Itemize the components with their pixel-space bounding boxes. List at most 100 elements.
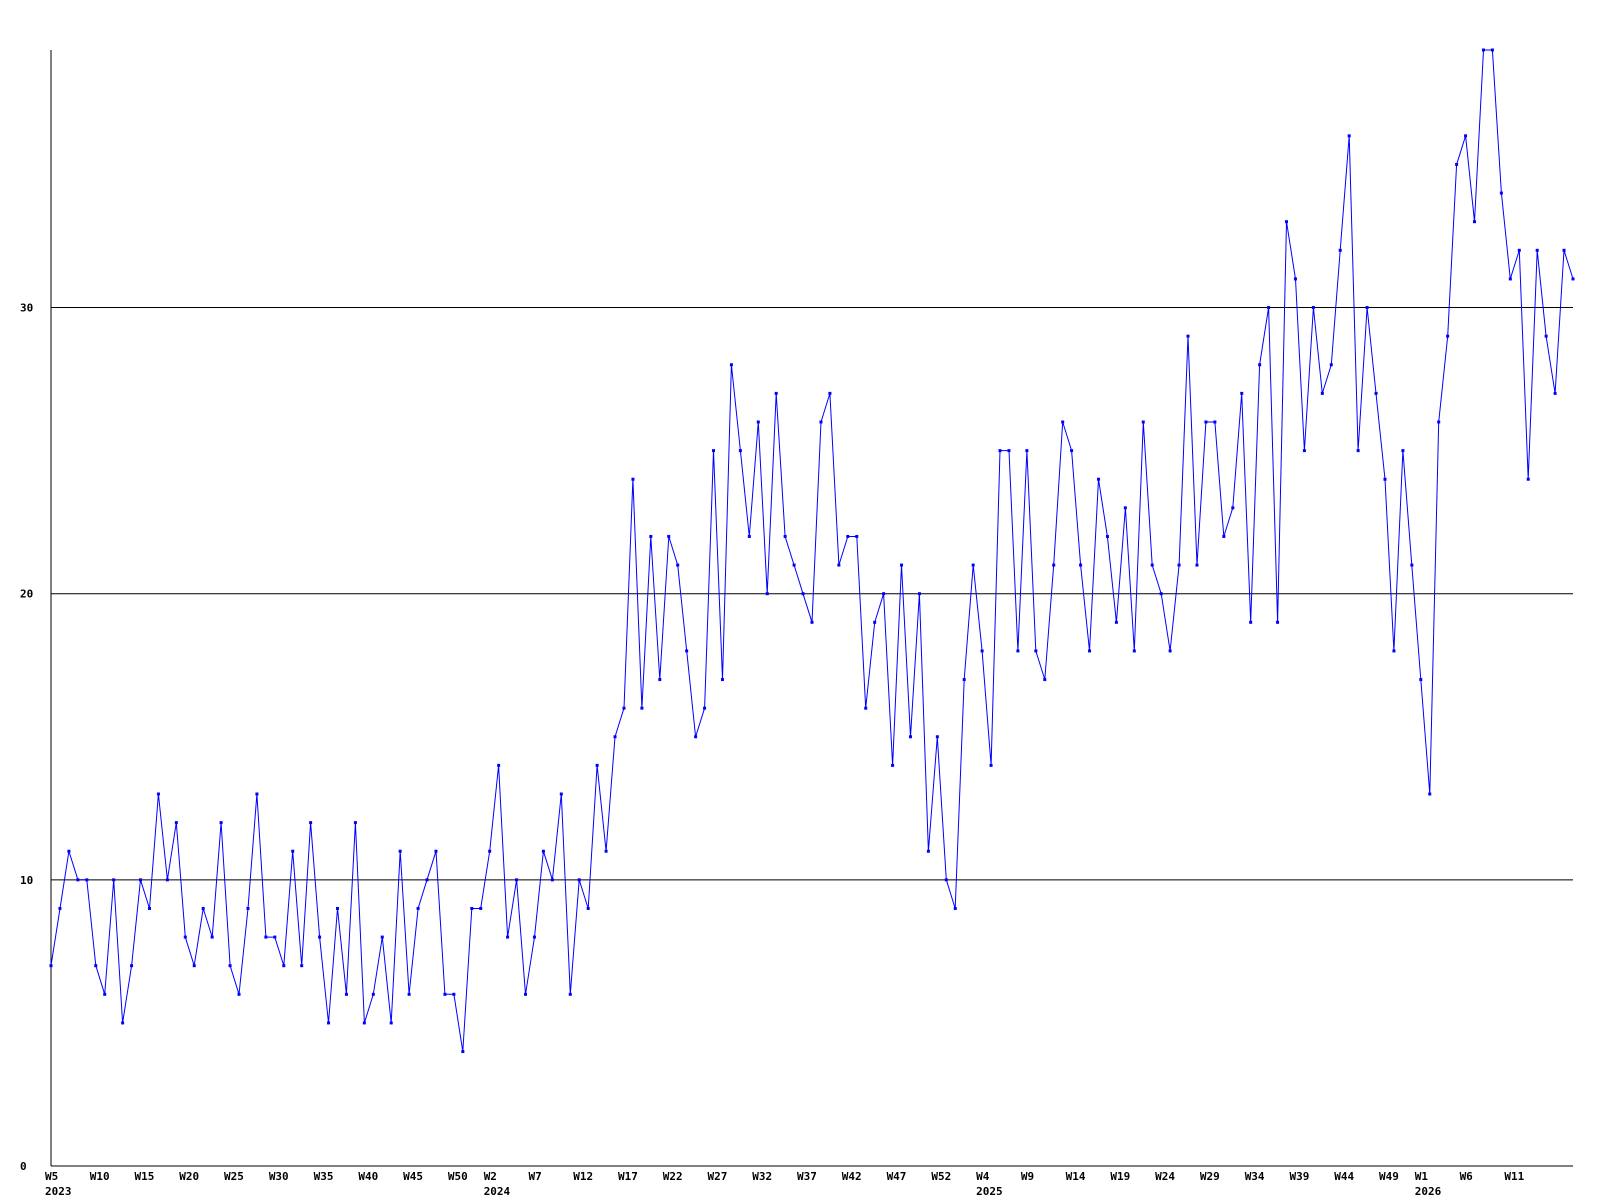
y-tick-label: 20 xyxy=(20,588,33,601)
data-point xyxy=(792,563,796,567)
data-point xyxy=(1249,620,1253,624)
data-point xyxy=(1114,620,1118,624)
x-tick-label: W32 xyxy=(752,1170,772,1183)
x-tick-label: W44 xyxy=(1334,1170,1354,1183)
x-tick-label: W14 xyxy=(1066,1170,1086,1183)
data-point xyxy=(183,935,187,939)
data-point xyxy=(192,964,196,968)
data-point xyxy=(541,849,545,853)
data-point xyxy=(515,878,519,882)
data-point xyxy=(58,906,62,910)
x-tick-label: W34 xyxy=(1245,1170,1265,1183)
x-tick-label: W11 xyxy=(1504,1170,1524,1183)
data-point xyxy=(783,534,787,538)
data-point xyxy=(1132,649,1136,653)
data-point xyxy=(219,821,223,825)
data-point xyxy=(1043,678,1047,682)
data-point xyxy=(1392,649,1396,653)
data-point xyxy=(1061,420,1065,424)
data-point xyxy=(1347,134,1351,138)
data-point xyxy=(201,906,205,910)
data-point xyxy=(524,992,528,996)
data-point xyxy=(497,763,501,767)
data-point xyxy=(595,763,599,767)
y-tick-label: 30 xyxy=(20,302,33,315)
data-point xyxy=(1034,649,1038,653)
x-tick-label: W10 xyxy=(90,1170,110,1183)
data-point xyxy=(774,391,778,395)
data-point xyxy=(147,906,151,910)
data-point xyxy=(1025,449,1029,453)
data-point xyxy=(1338,248,1342,252)
x-tick-label: W39 xyxy=(1289,1170,1309,1183)
data-point xyxy=(891,763,895,767)
x-tick-label: W20 xyxy=(179,1170,199,1183)
data-point xyxy=(631,477,635,481)
data-point xyxy=(156,792,160,796)
data-point xyxy=(506,935,510,939)
x-tick-label: W9 xyxy=(1021,1170,1034,1183)
data-point xyxy=(443,992,447,996)
data-point xyxy=(882,592,886,596)
data-point xyxy=(846,534,850,538)
data-point xyxy=(935,735,939,739)
x-tick-label: W45 xyxy=(403,1170,423,1183)
x-year-label: 2024 xyxy=(484,1185,511,1198)
data-point xyxy=(264,935,268,939)
data-point xyxy=(389,1021,393,1025)
data-point xyxy=(335,906,339,910)
data-point xyxy=(649,534,653,538)
data-point xyxy=(371,992,375,996)
data-point xyxy=(1490,48,1494,52)
data-point xyxy=(1276,620,1280,624)
data-point xyxy=(926,849,930,853)
x-tick-label: W50 xyxy=(448,1170,468,1183)
x-tick-label: W12 xyxy=(573,1170,593,1183)
data-point xyxy=(667,534,671,538)
data-point xyxy=(282,964,286,968)
data-point xyxy=(855,534,859,538)
data-point xyxy=(640,706,644,710)
data-point xyxy=(1222,534,1226,538)
data-point xyxy=(121,1021,125,1025)
x-tick-label: W42 xyxy=(842,1170,862,1183)
data-point xyxy=(1428,792,1432,796)
data-point xyxy=(1401,449,1405,453)
x-tick-label: W15 xyxy=(135,1170,155,1183)
tick-labels: 0 10 20 30 W5 2023 W10 W15 W20 W25 W30 W35 W40 W45 W50… xyxy=(20,302,1525,1198)
data-point xyxy=(980,649,984,653)
data-point xyxy=(604,849,608,853)
data-point xyxy=(112,878,116,882)
data-point xyxy=(1320,391,1324,395)
data-point xyxy=(1258,363,1262,367)
x-tick-label: W52 xyxy=(931,1170,951,1183)
data-point xyxy=(1070,449,1074,453)
data-point xyxy=(1374,391,1378,395)
data-point xyxy=(362,1021,366,1025)
data-point xyxy=(712,449,716,453)
x-tick-label: W25 xyxy=(224,1170,244,1183)
x-year-label: 2025 xyxy=(976,1185,1003,1198)
data-point xyxy=(300,964,304,968)
data-point xyxy=(85,878,89,882)
data-point xyxy=(67,849,71,853)
data-point xyxy=(1088,649,1092,653)
data-point xyxy=(1285,220,1289,224)
data-point xyxy=(1105,534,1109,538)
data-point xyxy=(49,964,53,968)
x-tick-label: W22 xyxy=(663,1170,683,1183)
x-tick-label: W30 xyxy=(269,1170,289,1183)
data-point xyxy=(228,964,232,968)
data-point xyxy=(864,706,868,710)
data-point xyxy=(452,992,456,996)
data-point xyxy=(416,906,420,910)
data-point xyxy=(908,735,912,739)
data-point xyxy=(1123,506,1127,510)
data-point xyxy=(1231,506,1235,510)
data-point xyxy=(165,878,169,882)
data-point xyxy=(1464,134,1468,138)
data-point xyxy=(747,534,751,538)
data-point xyxy=(1365,306,1369,310)
data-point xyxy=(720,678,724,682)
